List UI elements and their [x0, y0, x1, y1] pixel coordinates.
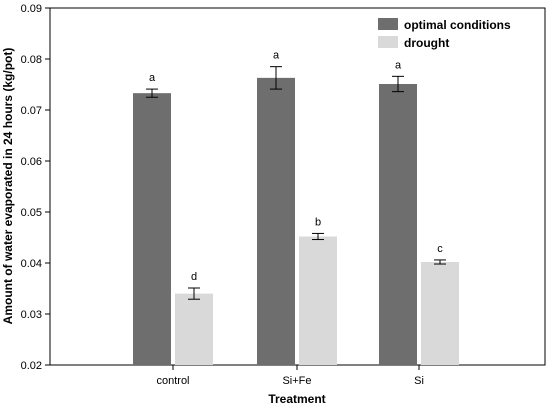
significance-label: b: [315, 216, 321, 228]
significance-label: a: [395, 59, 402, 71]
y-tick-label: 0.02: [21, 360, 42, 372]
legend-swatch-drought: [378, 36, 398, 48]
legend-swatch-optimal: [378, 18, 398, 30]
x-axis: control Si+Fe Si: [156, 365, 424, 387]
bar-drought: [421, 261, 459, 365]
y-tick-label: 0.09: [21, 3, 42, 15]
bars: a d a b a c: [133, 50, 459, 366]
bar-drought: [175, 293, 213, 365]
significance-label: a: [149, 72, 156, 84]
bar-drought: [299, 236, 337, 365]
significance-label: c: [437, 243, 443, 255]
y-tick-label: 0.08: [21, 54, 42, 66]
x-tick-label: Si: [414, 375, 424, 387]
significance-label: a: [273, 50, 280, 62]
significance-label: d: [191, 271, 197, 283]
y-tick-label: 0.03: [21, 309, 42, 321]
y-tick-label: 0.05: [21, 207, 42, 219]
x-tick-label: Si+Fe: [282, 375, 311, 387]
x-axis-title: Treatment: [268, 392, 325, 406]
y-axis: 0.02 0.03 0.04 0.05 0.06 0.07 0.08 0.09: [21, 3, 50, 372]
legend: optimal conditions drought: [378, 18, 511, 50]
y-tick-label: 0.06: [21, 156, 42, 168]
bar-optimal: [379, 83, 417, 366]
legend-label-drought: drought: [404, 36, 449, 50]
bar-optimal: [257, 77, 295, 366]
y-axis-title: Amount of water evaporated in 24 hours (…: [1, 48, 15, 325]
bar-optimal: [133, 93, 171, 366]
legend-label-optimal: optimal conditions: [404, 18, 511, 32]
y-tick-label: 0.04: [21, 258, 42, 270]
x-tick-label: control: [156, 375, 189, 387]
y-tick-label: 0.07: [21, 105, 42, 117]
plot-frame: [49, 7, 546, 366]
